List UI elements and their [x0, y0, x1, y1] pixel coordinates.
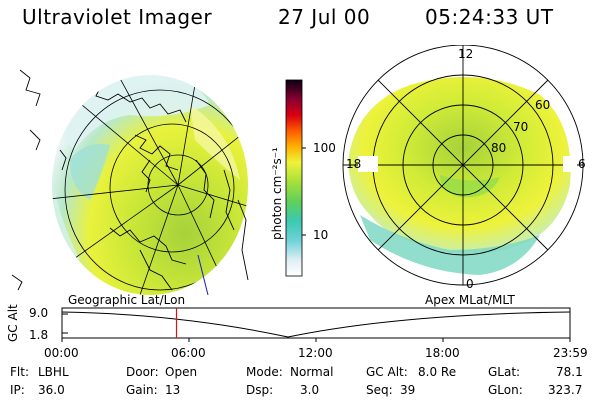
seq-label: Seq: — [366, 383, 393, 397]
dsp-label: Dsp: — [246, 383, 274, 397]
date-label: 27 Jul 00 — [278, 5, 371, 29]
door-value: Open — [165, 365, 198, 379]
mlat-label-70: 70 — [513, 120, 529, 134]
mlt-label-12: 12 — [458, 47, 474, 61]
altitude-ytick-top: 9.0 — [29, 306, 49, 320]
seq-value: 39 — [400, 383, 416, 397]
geographic-image — [11, 69, 249, 295]
mlat-label-60: 60 — [535, 98, 551, 112]
altitude-plot — [61, 307, 571, 342]
colorbar-label: photon cm⁻²s⁻¹ — [270, 147, 284, 240]
mlt-label-6: 6 — [578, 157, 586, 171]
glon-value: 323.7 — [548, 383, 583, 397]
glon-label: GLon: — [488, 383, 523, 397]
glat-label: GLat: — [488, 365, 521, 379]
time-label: 05:24:33 UT — [425, 5, 554, 29]
xtick-0600: 06:00 — [171, 346, 206, 360]
ip-label: IP: — [10, 383, 25, 397]
dsp-value: 3.0 — [300, 383, 320, 397]
mode-label: Mode: — [246, 365, 283, 379]
colorbar — [285, 79, 306, 277]
gcalt-value: 8.0 Re — [418, 365, 457, 379]
colorbar-scale — [285, 79, 303, 277]
flt-label: Flt: — [10, 365, 29, 379]
altitude-curve — [61, 311, 571, 338]
auroral-oval — [348, 77, 571, 254]
polar-plot — [342, 45, 584, 286]
mlat-label-80: 80 — [491, 141, 507, 155]
altitude-ytick-bottom: 1.8 — [29, 328, 49, 342]
altitude-frame — [61, 307, 571, 339]
mlt-label-18: 18 — [346, 157, 362, 171]
xtick-0000: 00:00 — [44, 346, 79, 360]
glat-value: 78.1 — [556, 365, 583, 379]
apex-title: Apex MLat/MLT — [425, 293, 515, 307]
app-title: Ultraviolet Imager — [22, 5, 213, 29]
geo-grid — [52, 75, 248, 295]
geographic-title: Geographic Lat/Lon — [68, 293, 186, 307]
mode-value: Normal — [290, 365, 334, 379]
mlt-label-0: 0 — [466, 277, 474, 291]
ip-value: 36.0 — [38, 383, 65, 397]
colorbar-tick-100: 100 — [313, 141, 336, 155]
polar-grid — [342, 45, 584, 286]
door-label: Door: — [126, 365, 159, 379]
xtick-1800: 18:00 — [425, 346, 460, 360]
gain-label: Gain: — [126, 383, 158, 397]
flt-value: LBHL — [38, 365, 69, 379]
gain-value: 13 — [165, 383, 181, 397]
xtick-1200: 12:00 — [298, 346, 333, 360]
xtick-2359: 23:59 — [553, 346, 588, 360]
colorbar-tick-10: 10 — [313, 228, 329, 242]
gcalt-label: GC Alt: — [366, 365, 408, 379]
